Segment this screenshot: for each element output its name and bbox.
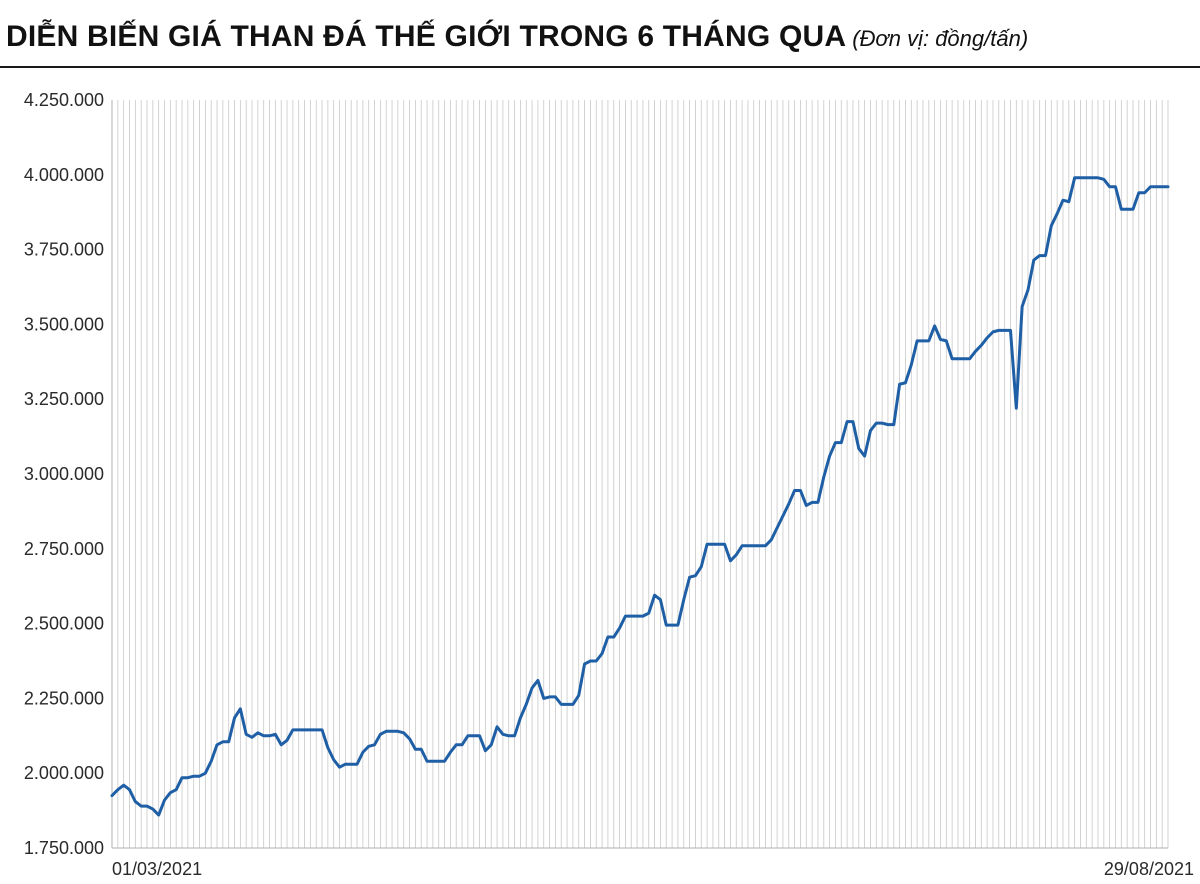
y-tick-label: 2.000.000 <box>24 763 104 783</box>
x-tick-label-end: 29/08/2021 <box>1104 859 1194 879</box>
series-group <box>110 176 1170 817</box>
y-axis-ticks: 4.250.000 4.000.000 3.750.000 3.500.000 3.25… <box>24 90 104 858</box>
y-tick-label: 4.250.000 <box>24 90 104 110</box>
chart-header: DIỄN BIẾN GIÁ THAN ĐÁ THẾ GIỚI TRONG 6 T… <box>6 20 1028 54</box>
y-tick-label: 2.500.000 <box>24 614 104 634</box>
title-divider <box>0 66 1200 68</box>
unit-label: (Đơn vị: đồng/tấn) <box>852 26 1029 51</box>
y-tick-label: 1.750.000 <box>24 838 104 858</box>
y-tick-label: 3.750.000 <box>24 240 104 260</box>
price-series-line <box>110 176 1170 817</box>
vertical-gridlines <box>111 100 1169 848</box>
chart-title: DIỄN BIẾN GIÁ THAN ĐÁ THẾ GIỚI TRONG 6 T… <box>6 20 847 53</box>
y-tick-label: 3.500.000 <box>24 314 104 334</box>
y-tick-label: 3.000.000 <box>24 464 104 484</box>
y-tick-label: 3.250.000 <box>24 389 104 409</box>
y-tick-label: 2.250.000 <box>24 688 104 708</box>
y-tick-label: 4.000.000 <box>24 165 104 185</box>
x-tick-label-start: 01/03/2021 <box>112 859 202 879</box>
y-tick-label: 2.750.000 <box>24 539 104 559</box>
